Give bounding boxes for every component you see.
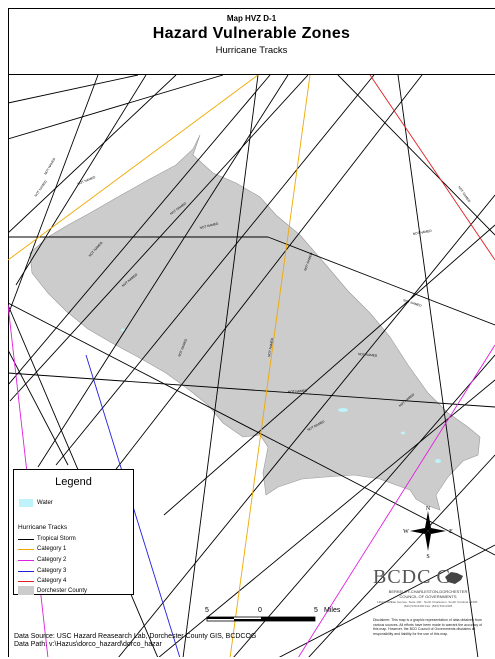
track-label: NOT NAMED [358,352,378,358]
category-4-swatch [18,581,34,582]
water-body [435,459,441,463]
legend-item-dorchester-county: Dorchester County [37,588,88,594]
south-label: S [426,554,429,559]
bcdcog-block: BCDC G BERKELEY-CHARLESTON-DORCHESTER CO… [373,563,483,659]
hurricane-tracks-heading: Hurricane Tracks [18,524,68,531]
bcdcog-org-name: BERKELEY-CHARLESTON-DORCHESTER COUNCIL O… [373,589,483,599]
category-3-swatch [18,571,34,572]
track-line [37,75,289,468]
map-canvas: NOT NAMED NOT NAMED NOT NAMED NOT NAMED … [8,75,495,657]
map-title: Hazard Vulnerable Zones [152,25,351,42]
track-label: NOT NAMED [177,338,188,358]
water-body [338,408,348,412]
track-label: NOT NAMED [43,156,56,175]
track-line [233,354,495,657]
county-swatch [18,586,34,595]
map-area: NOT NAMED NOT NAMED NOT NAMED NOT NAMED … [8,74,495,657]
track-line [8,75,224,140]
bcdcog-address: 1362 McMillan Avenue, Suite 100 · North … [376,600,480,608]
track-line [15,75,147,286]
track-line [397,75,479,657]
map-number: Map HVZ D-1 [226,14,277,23]
scale-left-label: 5 [205,607,209,614]
legend-item-category-2: Category 2 [37,557,67,563]
track-line [8,75,139,104]
track-label: NOT NAMED [77,175,97,186]
track-label: NOT NAMED [457,185,472,203]
data-source-note: Data Source: USC Hazard Reasearch Lab, D… [14,633,257,640]
legend-item-category-3: Category 3 [37,568,67,574]
track-line [8,75,271,386]
bcdcog-org-line2: COUNCIL OF GOVERNMENTS [399,594,457,599]
track-line [55,75,375,466]
track-line [298,344,495,657]
category-2-swatch [18,560,34,561]
disclaimer: Disclaimer: This map is a graphic repres… [373,618,483,636]
track-line [9,75,309,402]
water-body [121,328,125,332]
water-swatch [19,499,33,507]
east-label: E [449,529,453,535]
hurricane-tracks [8,75,495,657]
scale-center-label: 0 [258,607,262,614]
track-label: NOT NAMED [403,298,423,308]
track-line [8,75,99,316]
legend: Legend Water Hurricane Tracks Tropical S… [13,469,134,595]
scale-units-label: Miles [324,607,341,614]
category-1-swatch [18,549,34,550]
tri-county-shape-icon [445,572,463,584]
west-label: W [403,529,409,535]
track-label: NOT NAMED [199,221,219,230]
map-subtitle: Hurricane Tracks [215,45,288,56]
track-line [229,75,311,657]
north-label: N [426,506,431,512]
track-line [95,75,423,496]
title-block: Map HVZ D-1 Hazard Vulnerable Zones Hurr… [8,14,495,57]
map-frame [8,8,495,657]
track-line [337,75,495,236]
track-label: NOT NAMED [288,389,308,394]
scale-bar: 5 0 5 Miles [205,607,340,627]
track-line [163,224,495,516]
track-line [118,194,495,657]
track-label: NOT NAMED [267,337,274,357]
dorchester-county-polygon [29,134,481,511]
water-body [401,431,405,435]
track-line [308,454,495,657]
north-arrow: N S W E [402,503,454,560]
water-label: Water [37,500,53,506]
data-path-note: Data Path: v:\Hazus\dorco_hazard\dorco_h… [14,641,162,648]
legend-item-category-1: Category 1 [37,546,67,552]
track-line [182,75,259,657]
category-4-tracks [369,75,495,261]
scale-right-label: 5 [314,607,318,614]
tropical-storm-tracks [8,75,495,657]
tropical-storm-swatch [18,539,34,540]
track-line [369,75,495,261]
track-line [267,236,495,326]
track-label: NOT NAMED [412,229,432,236]
legend-item-category-4: Category 4 [37,578,67,584]
water-bodies [121,328,441,463]
compass-rose-icon: N S W E [403,506,453,560]
track-line [158,379,495,657]
track-line [278,544,495,657]
track-label: NOT NAMED [34,179,49,197]
track-line [8,75,177,234]
track-label: NOT NAMED [303,251,314,271]
track-line [8,75,259,261]
track-line [8,372,495,408]
track-line [8,349,69,466]
legend-item-tropical-storm: Tropical Storm [37,536,76,542]
track-line [8,302,495,556]
bcdcog-org-line1: BERKELEY-CHARLESTON-DORCHESTER [388,589,468,594]
legend-title: Legend [55,476,92,488]
bcdcog-logo: BCDC G [373,566,452,588]
category-1-tracks [8,75,311,657]
scale-bar-graphic [206,616,316,622]
